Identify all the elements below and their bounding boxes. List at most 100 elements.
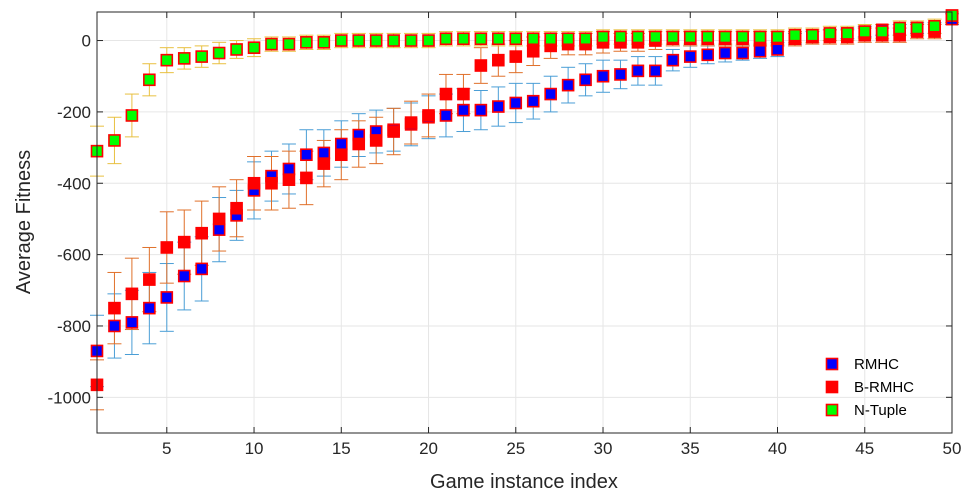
rmhc-marker bbox=[579, 73, 592, 87]
data-markers bbox=[90, 9, 959, 392]
b-rmhc-marker bbox=[526, 44, 540, 58]
b-rmhc-marker bbox=[177, 235, 191, 249]
legend-marker-b-rmhc bbox=[825, 380, 839, 394]
rmhc-marker bbox=[125, 316, 139, 329]
n-tuple-marker bbox=[439, 32, 453, 46]
rmhc-marker bbox=[683, 50, 697, 63]
rmhc-marker bbox=[457, 103, 470, 117]
x-tick-label: 25 bbox=[506, 439, 525, 458]
legend-label-rmhc: RMHC bbox=[854, 356, 899, 373]
n-tuple-marker bbox=[474, 32, 488, 46]
rmhc-marker bbox=[317, 146, 331, 160]
n-tuple-marker bbox=[160, 53, 174, 67]
b-rmhc-marker bbox=[404, 116, 418, 129]
rmhc-marker bbox=[212, 223, 226, 236]
x-tick-label: 5 bbox=[162, 439, 171, 458]
b-rmhc-marker bbox=[352, 137, 366, 151]
b-rmhc-marker bbox=[108, 301, 121, 315]
rmhc-marker bbox=[492, 100, 505, 113]
n-tuple-marker bbox=[177, 52, 191, 65]
legend-marker-n-tuple bbox=[825, 403, 839, 417]
b-rmhc-marker bbox=[230, 201, 243, 215]
n-tuple-marker bbox=[195, 50, 208, 63]
n-tuple-marker bbox=[771, 30, 784, 44]
n-tuple-marker bbox=[526, 32, 540, 46]
n-tuple-marker bbox=[718, 30, 732, 44]
x-tick-label: 30 bbox=[594, 439, 613, 458]
n-tuple-marker bbox=[823, 27, 837, 40]
rmhc-marker bbox=[195, 262, 208, 276]
x-tick-label: 35 bbox=[681, 439, 700, 458]
x-tick-label: 45 bbox=[855, 439, 874, 458]
x-tick-label: 15 bbox=[332, 439, 351, 458]
b-rmhc-marker bbox=[439, 87, 453, 101]
y-axis-ticks: 0 -200 -400 -600 -800 -1000 bbox=[48, 32, 952, 407]
rmhc-marker bbox=[526, 94, 540, 108]
x-tick-label: 20 bbox=[419, 439, 438, 458]
rmhc-marker bbox=[509, 96, 523, 110]
b-rmhc-marker bbox=[422, 109, 435, 122]
x-axis-ticks: 5 10 15 20 25 30 35 40 45 50 bbox=[162, 12, 961, 458]
n-tuple-marker bbox=[108, 134, 121, 147]
b-rmhc-marker bbox=[300, 171, 313, 185]
b-rmhc-marker bbox=[457, 87, 470, 101]
n-tuple-marker bbox=[369, 34, 383, 47]
plot-area bbox=[97, 12, 952, 433]
n-tuple-marker bbox=[492, 32, 505, 46]
rmhc-marker bbox=[718, 46, 732, 60]
y-tick-label: -1000 bbox=[48, 388, 91, 407]
n-tuple-marker bbox=[317, 36, 331, 49]
n-tuple-marker bbox=[212, 46, 226, 60]
b-rmhc-marker bbox=[160, 241, 174, 254]
n-tuple-marker bbox=[125, 109, 139, 122]
n-tuple-marker bbox=[509, 32, 523, 46]
rmhc-marker bbox=[108, 319, 121, 333]
n-tuple-marker bbox=[457, 32, 470, 46]
y-tick-label: -400 bbox=[57, 174, 91, 193]
b-rmhc-marker bbox=[125, 287, 139, 301]
rmhc-marker bbox=[334, 137, 348, 151]
n-tuple-marker bbox=[806, 28, 819, 42]
rmhc-marker bbox=[544, 87, 557, 101]
n-tuple-marker bbox=[631, 30, 645, 44]
legend-label-b-rmhc: B-RMHC bbox=[854, 379, 914, 396]
x-tick-label: 50 bbox=[943, 439, 962, 458]
b-rmhc-marker bbox=[509, 50, 523, 63]
n-tuple-marker bbox=[736, 30, 749, 44]
b-rmhc-marker bbox=[265, 176, 278, 190]
n-tuple-marker bbox=[893, 21, 906, 35]
rmhc-marker bbox=[771, 43, 784, 56]
n-tuple-marker bbox=[544, 32, 557, 46]
rmhc-marker bbox=[614, 68, 627, 81]
x-axis-label: Game instance index bbox=[430, 471, 618, 493]
n-tuple-marker bbox=[875, 25, 889, 38]
rmhc-marker bbox=[649, 64, 662, 78]
b-rmhc-marker bbox=[492, 53, 505, 67]
rmhc-marker bbox=[753, 44, 767, 58]
n-tuple-marker bbox=[596, 30, 610, 44]
y-tick-label: -200 bbox=[57, 103, 91, 122]
n-tuple-marker bbox=[614, 30, 627, 44]
axes-box bbox=[96, 11, 953, 434]
legend-label-n-tuple: N-Tuple bbox=[854, 402, 907, 419]
n-tuple-marker bbox=[143, 73, 156, 87]
n-tuple-marker bbox=[561, 32, 575, 46]
n-tuple-marker bbox=[265, 37, 278, 51]
n-tuple-marker bbox=[788, 28, 802, 42]
rmhc-marker bbox=[701, 48, 715, 62]
rmhc-marker bbox=[561, 78, 575, 92]
x-tick-label: 10 bbox=[245, 439, 264, 458]
n-tuple-marker bbox=[422, 34, 435, 47]
rmhc-marker bbox=[143, 301, 156, 315]
n-tuple-marker bbox=[928, 19, 941, 33]
n-tuple-marker bbox=[858, 25, 872, 38]
b-rmhc-marker bbox=[369, 134, 383, 147]
rmhc-marker bbox=[736, 46, 749, 60]
y-tick-label: -600 bbox=[57, 246, 91, 265]
n-tuple-marker bbox=[683, 30, 697, 44]
n-tuple-marker bbox=[387, 34, 400, 47]
n-tuple-marker bbox=[334, 34, 348, 47]
n-tuple-marker bbox=[701, 30, 715, 44]
b-rmhc-marker bbox=[247, 176, 261, 190]
